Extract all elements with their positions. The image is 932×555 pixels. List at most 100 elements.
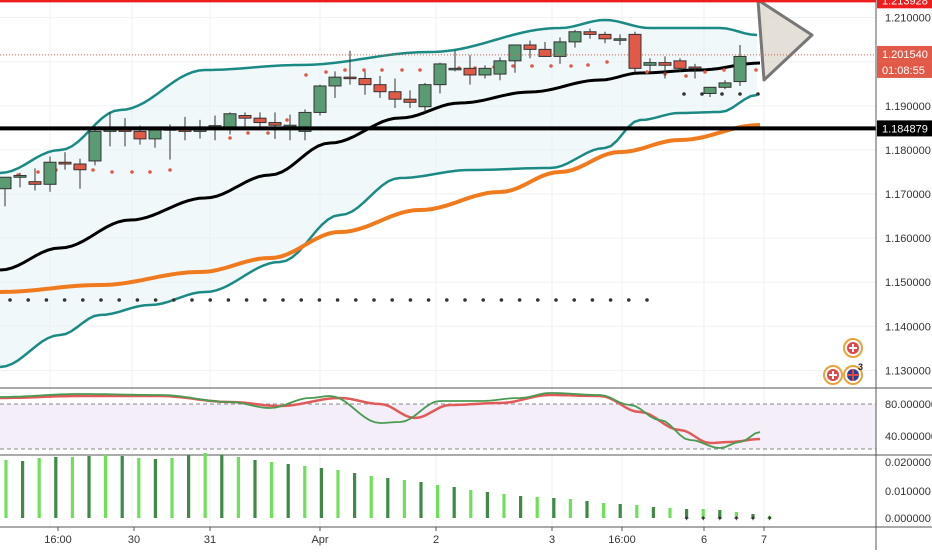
time-tick: 16:00 bbox=[44, 534, 72, 546]
hist-bar bbox=[734, 512, 738, 518]
candle-body bbox=[628, 33, 642, 69]
stop-dot bbox=[380, 68, 384, 72]
stoch-band bbox=[0, 404, 876, 449]
candle bbox=[433, 62, 447, 94]
psar-dot bbox=[517, 298, 522, 302]
candle-body bbox=[28, 181, 42, 185]
event-badge-uk[interactable] bbox=[843, 365, 863, 385]
candle-body bbox=[478, 67, 492, 76]
hist-marker: ✦ bbox=[716, 514, 723, 523]
psar-dot bbox=[481, 298, 486, 302]
hist-bar bbox=[718, 510, 722, 518]
event-badges[interactable]: 3 bbox=[823, 338, 863, 385]
event-badge-ch[interactable] bbox=[843, 338, 863, 358]
stop-dot bbox=[343, 68, 347, 72]
bollinger-bands bbox=[0, 18, 758, 369]
psar-dot bbox=[354, 298, 358, 302]
hist-bar bbox=[469, 490, 473, 518]
stop-dot bbox=[362, 68, 366, 72]
psar-dot bbox=[26, 298, 31, 302]
psar-dot bbox=[153, 298, 158, 302]
candle-body bbox=[418, 84, 432, 108]
price-tick: 1.150000 bbox=[885, 277, 931, 289]
time-tick: 30 bbox=[128, 534, 140, 546]
price-tick: 1.130000 bbox=[885, 365, 931, 377]
hist-tick: 0.000000 bbox=[885, 513, 931, 525]
candle-body bbox=[43, 161, 57, 185]
psar-dot bbox=[62, 298, 67, 302]
hist-bar bbox=[452, 487, 456, 518]
hist-bar bbox=[552, 498, 556, 518]
candle-body bbox=[88, 130, 102, 162]
resistance-label-bg bbox=[877, 0, 932, 9]
hist-bar bbox=[236, 457, 240, 518]
current-price-label-bg bbox=[877, 45, 932, 62]
hist-bar bbox=[502, 494, 506, 518]
psar-dot bbox=[627, 298, 631, 302]
candle bbox=[13, 172, 27, 188]
candle-body bbox=[463, 67, 477, 76]
candle bbox=[538, 41, 552, 57]
psar-dot bbox=[608, 298, 613, 302]
candle-body bbox=[13, 174, 27, 178]
hist-bar bbox=[120, 456, 124, 518]
hist-bar bbox=[618, 504, 622, 518]
hist-bar bbox=[485, 492, 489, 518]
candle bbox=[268, 112, 282, 139]
ma-fast-line bbox=[0, 61, 761, 272]
hist-bar bbox=[386, 478, 390, 518]
candle-body bbox=[613, 38, 627, 41]
hist-bar bbox=[286, 464, 290, 518]
hist-bar bbox=[751, 514, 755, 518]
hist-bar bbox=[685, 509, 689, 518]
psar-dot bbox=[572, 298, 576, 302]
psar-dot bbox=[244, 298, 249, 302]
psar-dot bbox=[445, 298, 449, 302]
time-tick: 16:00 bbox=[608, 534, 636, 546]
stop-dot bbox=[400, 68, 404, 72]
candle bbox=[73, 158, 87, 189]
candle bbox=[373, 75, 387, 98]
current-price-label: 1.201540 bbox=[882, 49, 928, 61]
hist-bar bbox=[270, 462, 274, 518]
psar-dot bbox=[554, 298, 558, 302]
candle-body bbox=[703, 86, 717, 94]
candle-body bbox=[658, 62, 672, 66]
candle bbox=[583, 28, 597, 39]
candle-body bbox=[538, 48, 552, 57]
candle-body bbox=[358, 77, 372, 86]
hist-marker: ✦ bbox=[750, 514, 757, 523]
psar-dot bbox=[335, 298, 340, 302]
candle bbox=[238, 112, 252, 129]
candle-body bbox=[343, 76, 357, 80]
hist-bar bbox=[602, 503, 606, 518]
candle bbox=[418, 82, 432, 113]
candle bbox=[343, 50, 357, 85]
candle bbox=[388, 78, 402, 109]
candle bbox=[688, 63, 702, 79]
candle bbox=[0, 176, 12, 207]
candle bbox=[508, 44, 522, 73]
stop-dot bbox=[168, 168, 172, 172]
psar-dot bbox=[645, 298, 649, 302]
candle bbox=[358, 71, 372, 95]
candle-body bbox=[58, 161, 72, 165]
stop-dot-dark bbox=[700, 92, 704, 96]
hist-bar bbox=[353, 473, 357, 518]
stoch-tick: 40.000000 bbox=[885, 431, 932, 443]
event-badge-ch-2[interactable] bbox=[823, 365, 843, 385]
candle bbox=[673, 58, 687, 72]
stop-dot bbox=[91, 168, 95, 172]
candle-body bbox=[148, 129, 162, 140]
candle-body bbox=[238, 115, 252, 119]
price-axis[interactable]: 1.130000 1.140000 1.150000 1.160000 1.170000… bbox=[875, 0, 932, 550]
candle-body bbox=[553, 41, 567, 57]
candle-body bbox=[733, 55, 747, 83]
price-tick: 1.160000 bbox=[885, 233, 931, 245]
hist-bar bbox=[319, 468, 323, 518]
stop-dot bbox=[586, 63, 590, 67]
candle-body bbox=[583, 31, 597, 35]
hist-bar bbox=[668, 508, 672, 518]
hist-bar bbox=[54, 457, 58, 518]
time-axis[interactable]: 16:00 30 31 Apr 2 3 16:00 6 7 bbox=[0, 526, 932, 546]
